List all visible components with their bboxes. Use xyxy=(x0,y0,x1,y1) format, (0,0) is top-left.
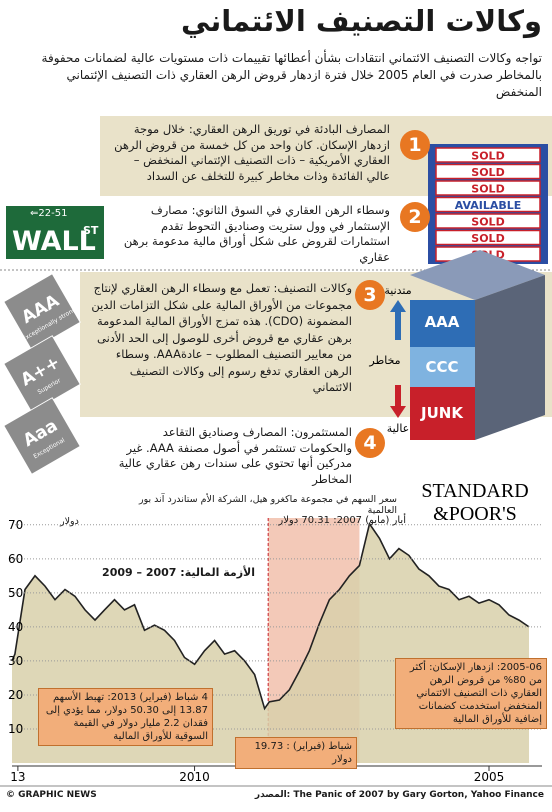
sign-label: AVAILABLE xyxy=(455,199,522,212)
x-tick-label: 13 xyxy=(10,770,25,784)
sign xyxy=(435,147,541,163)
y-tick-label: 60 xyxy=(8,552,23,566)
street-sign xyxy=(4,204,106,261)
tile xyxy=(3,273,81,351)
step-number: 1 xyxy=(400,130,430,160)
risk-label: عالية xyxy=(387,422,409,435)
risk-label: مخاطر xyxy=(368,354,400,367)
sign xyxy=(435,229,541,246)
y-tick-label: 50 xyxy=(8,586,23,600)
y-tick-label: 20 xyxy=(8,688,23,702)
street-name: WALL xyxy=(12,226,96,257)
sign xyxy=(435,196,541,213)
sign xyxy=(435,213,541,229)
cube-label: CCC xyxy=(425,358,458,376)
cube-face xyxy=(410,300,475,347)
annotation: أيار (مايو) 2007: 70.31 دولار xyxy=(278,515,406,526)
sign-label: SOLD xyxy=(471,150,504,163)
risk-label: متدنية xyxy=(384,284,411,297)
cube-label: JUNK xyxy=(420,404,464,422)
cube-face xyxy=(410,347,475,387)
intro: تواجه وكالات التصنيف الائتماني انتقادات … xyxy=(41,51,542,99)
sign-label: SOLD xyxy=(471,216,504,229)
step-number: 4 xyxy=(355,428,385,458)
sign xyxy=(435,180,541,196)
step-number: 3 xyxy=(355,280,385,310)
chart-caption: سعر السهم في مجموعة ماكغرو هيل، الشركة ا… xyxy=(139,494,397,516)
y-tick-label: 40 xyxy=(8,620,23,634)
street-suffix: ST xyxy=(83,224,99,237)
y-unit: دولار xyxy=(60,516,79,527)
title: وكالات التصنيف الائتماني xyxy=(181,4,542,38)
logo: STANDARD xyxy=(421,480,528,502)
x-tick-label: 2005 xyxy=(474,770,505,784)
cube-face xyxy=(410,387,475,440)
tile xyxy=(3,335,81,413)
source: المصدر: The Panic of 2007 by Gary Gorton… xyxy=(254,790,544,800)
annotation: شباط (فبراير) : 19.73 دولار xyxy=(235,737,357,769)
cube-top xyxy=(410,250,545,300)
y-tick-label: 10 xyxy=(8,722,23,736)
sign xyxy=(435,163,541,180)
y-tick-label: 70 xyxy=(8,518,23,532)
arrow-down xyxy=(390,385,406,418)
step-text: وسطاء الرهن العقاري في السوق الثانوي: مص… xyxy=(123,203,390,264)
rating-tile: A++Superior xyxy=(3,335,81,413)
step-text: وكالات التصنيف: تعمل مع وسطاء الرهن العق… xyxy=(91,281,352,394)
annotation: 4 شباط (فبراير) 2013: تهبط الأسهم 13.87 … xyxy=(38,688,213,746)
step-text: المصارف البادئة في توريق الرهن العقاري: … xyxy=(114,122,390,183)
street-number: ⇐22-51 xyxy=(30,208,67,219)
credit: © GRAPHIC NEWS xyxy=(6,790,97,800)
cube-label: AAA xyxy=(425,313,460,331)
arrow-up xyxy=(390,300,406,340)
cube-side xyxy=(475,275,545,440)
step-text: المستثمرون: المصارف وصناديق التقاعد والح… xyxy=(118,425,352,486)
step-number: 2 xyxy=(400,202,430,232)
shade-label: الأزمة المالية: 2007 – 2009 xyxy=(102,566,255,579)
sign-label: SOLD xyxy=(471,232,504,245)
y-tick-label: 30 xyxy=(8,654,23,668)
x-tick-label: 2010 xyxy=(179,770,210,784)
price-line xyxy=(11,521,530,711)
annotation: 2005-06: ازدهار الإسكان: أكثر من 80% من … xyxy=(395,658,547,729)
tile xyxy=(3,397,81,475)
logo: &POOR'S xyxy=(433,503,517,525)
sign-label: SOLD xyxy=(471,166,504,179)
sign-label: SOLD xyxy=(471,183,504,196)
